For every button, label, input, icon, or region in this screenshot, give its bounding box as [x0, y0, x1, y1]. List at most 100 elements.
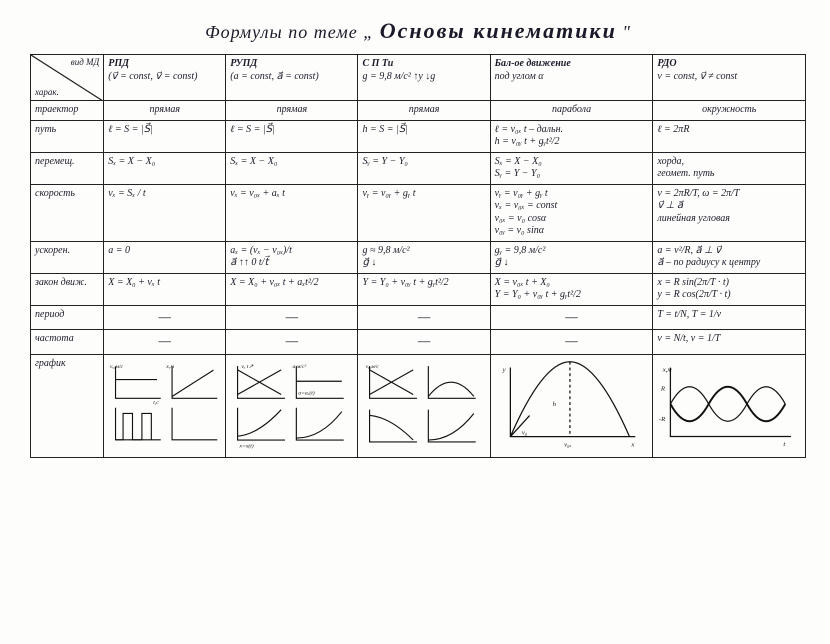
cell-law-c1: X = X₀ + vₓ t [104, 273, 226, 305]
rowlabel-path: путь [31, 120, 104, 152]
sketch-ballistic-icon: y x v₀ v₀ₓ h [495, 358, 649, 450]
cell-path-c2: ℓ = S = |S⃗| [226, 120, 358, 152]
cell-law-c4: X = v₀ₓ t + X₀Y = Y₀ + v₀ᵧ t + gᵧt²/2 [490, 273, 653, 305]
rowlabel-graph: график [31, 354, 104, 458]
cell-acc-c1: a = 0 [104, 241, 226, 273]
cell-period-c5: T = t/N, T = 1/ν [653, 305, 806, 330]
cell-graph-circular: x,м R -R t [653, 354, 806, 458]
rowlabel-period: период [31, 305, 104, 330]
header-row: вид МД харак. РПД(v⃗ = const, v⃗ = const… [31, 55, 806, 101]
cell-disp-c1: Sₓ = X − X₀ [104, 152, 226, 184]
cell-graph-rupd: vₓ t↗ a,м/с² a=aₓ(t) x=x(t) [226, 354, 358, 458]
cell-acc-c2: aₓ = (vₓ − v₀ₓ)/ta⃗ ↑↑ 0 t/t⃗ [226, 241, 358, 273]
cell-traj-c2: прямая [226, 101, 358, 121]
row-graphs: график vₓ,м/с t,c x,м [31, 354, 806, 458]
svg-text:h: h [552, 400, 556, 407]
row-path: путь ℓ = S = |S⃗| ℓ = S = |S⃗| h = S = |… [31, 120, 806, 152]
svg-text:v₀ₓ: v₀ₓ [564, 441, 571, 448]
cell-graph-ballistic: y x v₀ v₀ₓ h [490, 354, 653, 458]
row-displacement: перемещ. Sₓ = X − X₀ Sₓ = X − X₀ Sᵧ = Y … [31, 152, 806, 184]
cell-vel-c4: vᵧ = v₀ᵧ + gᵧ tvₓ = v₀ₓ = constv₀ₓ = v₀ … [490, 184, 653, 241]
col-head-rpd: РПД(v⃗ = const, v⃗ = const) [104, 55, 226, 101]
title-prefix: Формулы по теме „ [205, 22, 374, 42]
page-container: Формулы по теме „ Основы кинематики " ви… [0, 0, 830, 644]
row-lawmotion: закон движ. X = X₀ + vₓ t X = X₀ + v₀ₓ t… [31, 273, 806, 305]
cell-traj-c3: прямая [358, 101, 490, 121]
col-head-spti: С П Тиg = 9,8 м/с² ↑y ↓g [358, 55, 490, 101]
cell-period-c2: — [226, 305, 358, 330]
rowlabel-disp: перемещ. [31, 152, 104, 184]
cell-freq-c5: ν = N/t, ν = 1/T [653, 330, 806, 355]
row-velocity: скорость vₓ = Sₓ / t vₓ = v₀ₓ + aₓ t vᵧ … [31, 184, 806, 241]
cell-acc-c3: g ≈ 9,8 м/с²g⃗ ↓ [358, 241, 490, 273]
sketch-rpd-icon: vₓ,м/с t,c x,м [108, 358, 221, 450]
cell-vel-c5: v = 2πR/T, ω = 2π/Tv⃗ ⊥ a⃗линейная углов… [653, 184, 806, 241]
cell-freq-c3: — [358, 330, 490, 355]
rowlabel-vel: скорость [31, 184, 104, 241]
cell-vel-c2: vₓ = v₀ₓ + aₓ t [226, 184, 358, 241]
sketch-circular-icon: x,м R -R t [657, 358, 801, 450]
svg-text:x,м: x,м [662, 366, 673, 373]
cell-law-c5: x = R sin(2π/T · t)y = R cos(2π/T · t) [653, 273, 806, 305]
cell-freq-c1: — [104, 330, 226, 355]
cell-traj-c4: парабола [490, 101, 653, 121]
svg-text:y: y [501, 366, 505, 373]
cell-disp-c4: Sₓ = X − X₀Sᵧ = Y − Y₀ [490, 152, 653, 184]
cell-acc-c5: a = v²/R, a⃗ ⊥ v⃗a⃗ – по радиусу к центр… [653, 241, 806, 273]
page-title: Формулы по теме „ Основы кинематики " [30, 18, 806, 44]
rowlabel-freq: частота [31, 330, 104, 355]
col-head-ballistic: Бал-ое движениепод углом α [490, 55, 653, 101]
svg-text:vₓ,м/с: vₓ,м/с [110, 364, 124, 370]
svg-text:vₓ t↗: vₓ t↗ [242, 363, 254, 369]
cell-freq-c4: — [490, 330, 653, 355]
cell-vel-c1: vₓ = Sₓ / t [104, 184, 226, 241]
cell-graph-rpd: vₓ,м/с t,c x,м [104, 354, 226, 458]
title-main: Основы кинематики [380, 18, 617, 43]
svg-text:R: R [660, 385, 665, 392]
svg-text:v₀: v₀ [522, 429, 528, 436]
cell-traj-c1: прямая [104, 101, 226, 121]
cell-path-c3: h = S = |S⃗| [358, 120, 490, 152]
cell-law-c3: Y = Y₀ + v₀ᵧ t + gᵧt²/2 [358, 273, 490, 305]
cell-path-c5: ℓ = 2πR [653, 120, 806, 152]
cell-freq-c2: — [226, 330, 358, 355]
svg-text:vᵧ,м/с: vᵧ,м/с [366, 363, 379, 369]
cell-law-c2: X = X₀ + v₀ₓ t + aₓt²/2 [226, 273, 358, 305]
cell-vel-c3: vᵧ = v₀ᵧ + gᵧ t [358, 184, 490, 241]
svg-text:t: t [784, 441, 786, 448]
row-frequency: частота — — — — ν = N/t, ν = 1/T [31, 330, 806, 355]
svg-text:x,м: x,м [166, 364, 175, 370]
svg-text:x=x(t): x=x(t) [239, 442, 254, 449]
col-head-rupd: РУПД(a = const, a⃗ = const) [226, 55, 358, 101]
sketch-rupd-icon: vₓ t↗ a,м/с² a=aₓ(t) x=x(t) [230, 358, 353, 450]
kinematics-table: вид МД харак. РПД(v⃗ = const, v⃗ = const… [30, 54, 806, 458]
sketch-freefall-icon: vᵧ,м/с [362, 358, 485, 450]
cell-period-c4: — [490, 305, 653, 330]
svg-text:x: x [630, 441, 634, 448]
cell-period-c3: — [358, 305, 490, 330]
rowlabel-trajectory: траектор [31, 101, 104, 121]
cell-traj-c5: окружность [653, 101, 806, 121]
cell-period-c1: — [104, 305, 226, 330]
svg-text:a,м/с²: a,м/с² [293, 363, 307, 369]
svg-text:t,c: t,c [153, 400, 159, 406]
cell-path-c1: ℓ = S = |S⃗| [104, 120, 226, 152]
cell-disp-c5: хорда,геомет. путь [653, 152, 806, 184]
row-period: период — — — — T = t/N, T = 1/ν [31, 305, 806, 330]
col-head-rdo: РДОv = const, v⃗ ≠ const [653, 55, 806, 101]
svg-text:a=aₓ(t): a=aₓ(t) [299, 389, 316, 396]
row-acceleration: ускорен. a = 0 aₓ = (vₓ − v₀ₓ)/ta⃗ ↑↑ 0 … [31, 241, 806, 273]
cell-graph-freefall: vᵧ,м/с [358, 354, 490, 458]
rowlabel-acc: ускорен. [31, 241, 104, 273]
cell-path-c4: ℓ = v₀ₓ t – дальн.h = v₀ᵧ t + gᵧt²/2 [490, 120, 653, 152]
cell-disp-c3: Sᵧ = Y − Y₀ [358, 152, 490, 184]
title-suffix: " [622, 22, 631, 42]
cell-disp-c2: Sₓ = X − X₀ [226, 152, 358, 184]
cell-acc-c4: gᵧ = 9,8 м/с²g⃗ ↓ [490, 241, 653, 273]
row-trajectory: траектор прямая прямая прямая парабола о… [31, 101, 806, 121]
diag-bot-label: харак. [35, 87, 59, 98]
diag-top-label: вид МД [71, 57, 99, 68]
svg-text:-R: -R [659, 416, 665, 423]
diagonal-header: вид МД харак. [31, 55, 104, 101]
rowlabel-law: закон движ. [31, 273, 104, 305]
